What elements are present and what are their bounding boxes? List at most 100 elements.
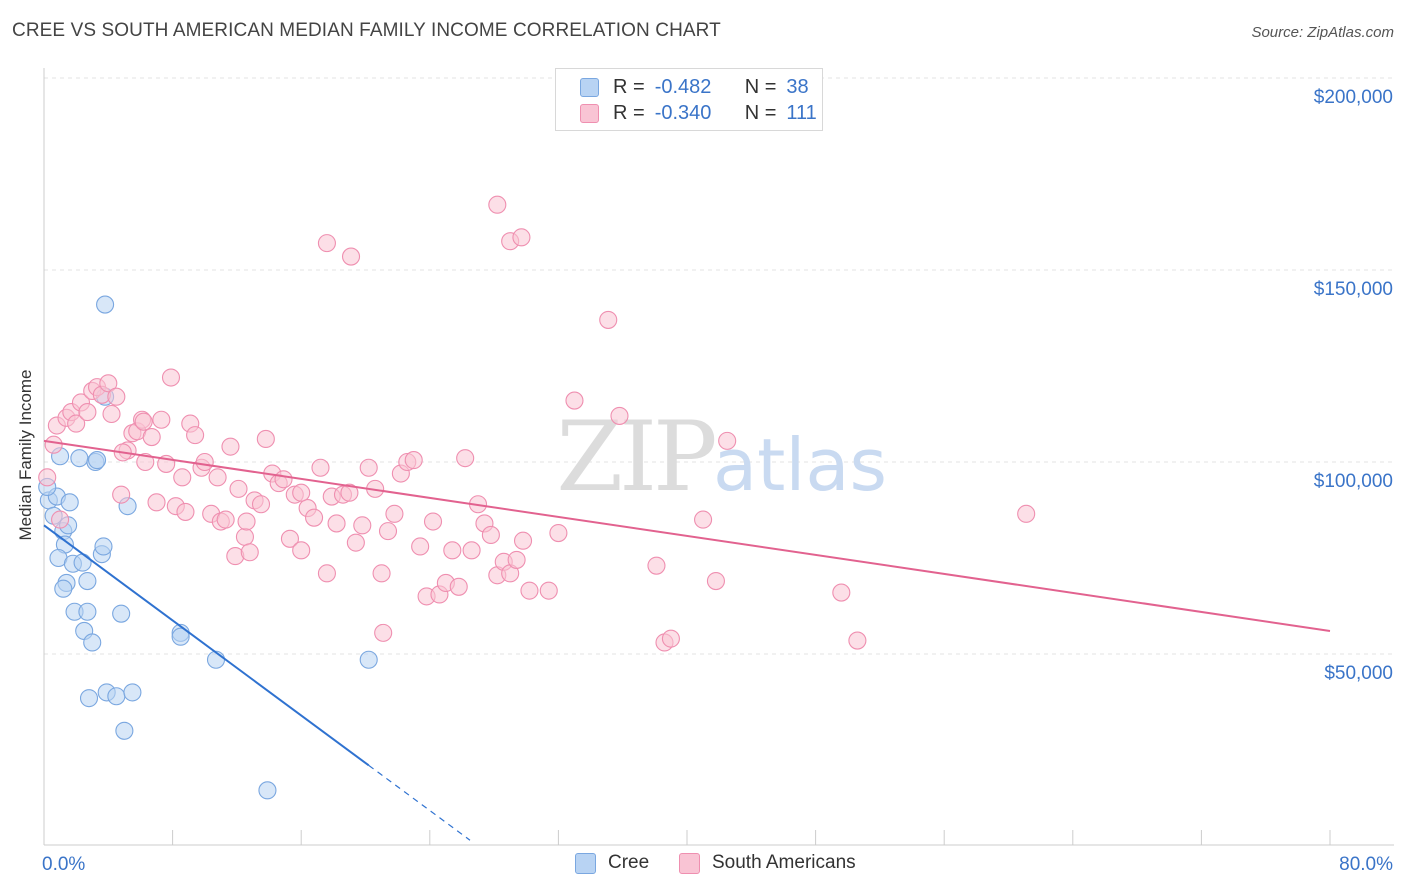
south-americans-point — [240, 543, 259, 562]
cree-point — [112, 604, 131, 623]
series-swatch-south-americans — [679, 852, 700, 874]
south-americans-point — [134, 412, 153, 431]
south-americans-point — [280, 529, 299, 548]
south-americans-point — [647, 556, 666, 575]
south-americans-point — [78, 403, 97, 422]
legend-n-value: 111 — [786, 101, 817, 124]
legend-swatch-south-americans — [580, 103, 599, 123]
south-americans-point — [176, 502, 195, 521]
series-legend-south-americans[interactable]: South Americans — [679, 852, 856, 874]
south-americans-point — [216, 510, 235, 529]
south-americans-point — [481, 525, 500, 545]
south-americans-point — [520, 581, 539, 600]
south-americans-point — [599, 310, 618, 329]
south-americans-point — [229, 479, 248, 498]
watermark: ZIP atlas — [556, 401, 887, 513]
trend-layer — [43, 439, 1331, 841]
south-americans-point — [404, 451, 423, 470]
grid-layer — [44, 77, 1394, 655]
south-americans-point — [221, 437, 240, 456]
south-americans-point — [694, 510, 713, 529]
chart-title: CREE VS SOUTH AMERICAN MEDIAN FAMILY INC… — [12, 20, 721, 41]
south-americans-point — [51, 510, 70, 529]
cree-trend-line — [43, 524, 370, 767]
south-americans-point — [256, 429, 275, 449]
cree-point — [123, 683, 142, 702]
cree-point — [87, 451, 107, 470]
south-americans-point — [292, 483, 311, 502]
y-tick-label: $50,000 — [1324, 663, 1393, 684]
south-americans-point — [512, 228, 531, 247]
south-americans-point — [359, 458, 378, 477]
series-legend-cree[interactable]: Cree — [575, 852, 649, 874]
south-americans-point — [341, 247, 361, 266]
south-americans-point — [832, 583, 851, 602]
south-americans-point — [67, 414, 86, 433]
south-americans-point — [102, 404, 121, 424]
south-americans-point — [374, 623, 393, 642]
south-americans-point — [173, 468, 192, 487]
south-americans-point — [136, 452, 155, 472]
south-americans-point — [237, 512, 256, 531]
cree-point — [60, 493, 79, 512]
legend-r-label: R = — [613, 101, 645, 124]
series-label-south-americans: South Americans — [712, 852, 856, 873]
south-americans-point — [311, 458, 330, 477]
south-americans-point — [462, 541, 481, 560]
cree-point — [70, 449, 89, 468]
y-tick-label: $200,000 — [1314, 87, 1393, 108]
south-americans-point — [186, 426, 205, 445]
cree-point — [78, 571, 97, 591]
legend-n-label: N = — [744, 75, 777, 98]
south-americans-point — [443, 541, 462, 560]
south-americans-point — [161, 368, 181, 387]
south-americans-point — [1017, 504, 1036, 523]
south-americans-point — [305, 508, 324, 527]
south-americans-point — [195, 452, 214, 472]
south-americans-trend-line — [43, 439, 1331, 632]
x-tick-label: 0.0% — [42, 854, 85, 875]
south-americans-point — [142, 427, 161, 447]
south-americans-point — [152, 410, 171, 429]
south-americans-point — [327, 514, 346, 533]
series-label-cree: Cree — [608, 852, 650, 873]
south-americans-point — [539, 581, 558, 600]
axis-layer: $50,000 $100,000 $150,000 $200,000 0.0% 80.0% — [42, 68, 1394, 875]
south-americans-point — [507, 550, 526, 569]
cree-point — [115, 721, 134, 740]
cree-point — [258, 781, 277, 800]
south-americans-point — [208, 468, 227, 487]
south-americans-point — [251, 495, 271, 514]
legend-r-label: R = — [613, 75, 645, 98]
south-americans-point — [848, 631, 867, 650]
legend-n-label: N = — [744, 101, 777, 124]
south-americans-point — [488, 195, 507, 214]
series-swatch-cree — [575, 852, 596, 874]
south-americans-point — [385, 504, 404, 523]
chart-source: Source: ZipAtlas.com — [1251, 24, 1394, 41]
x-tick-label: 80.0% — [1339, 854, 1393, 875]
cree-point — [73, 553, 92, 572]
south-americans-point — [378, 522, 398, 541]
stats-legend: R = -0.482 N = 38 R = -0.340 N = 111 — [555, 68, 823, 131]
cree-point — [171, 627, 190, 646]
south-americans-point — [292, 541, 311, 560]
cree-point — [359, 650, 378, 669]
south-americans-point — [549, 523, 568, 543]
south-americans-point — [99, 374, 118, 393]
cree-point — [96, 295, 115, 314]
south-americans-point — [107, 387, 126, 406]
cree-point — [107, 687, 126, 706]
south-americans-point — [449, 577, 468, 596]
south-americans-point — [565, 391, 584, 410]
legend-r-value: -0.340 — [654, 101, 712, 124]
south-americans-point — [340, 483, 359, 502]
watermark-zip: ZIP — [556, 401, 715, 513]
south-americans-point — [346, 533, 365, 552]
south-americans-point — [513, 531, 533, 550]
cree-point — [79, 689, 99, 708]
south-americans-point — [718, 431, 737, 450]
y-tick-label: $100,000 — [1314, 471, 1393, 492]
